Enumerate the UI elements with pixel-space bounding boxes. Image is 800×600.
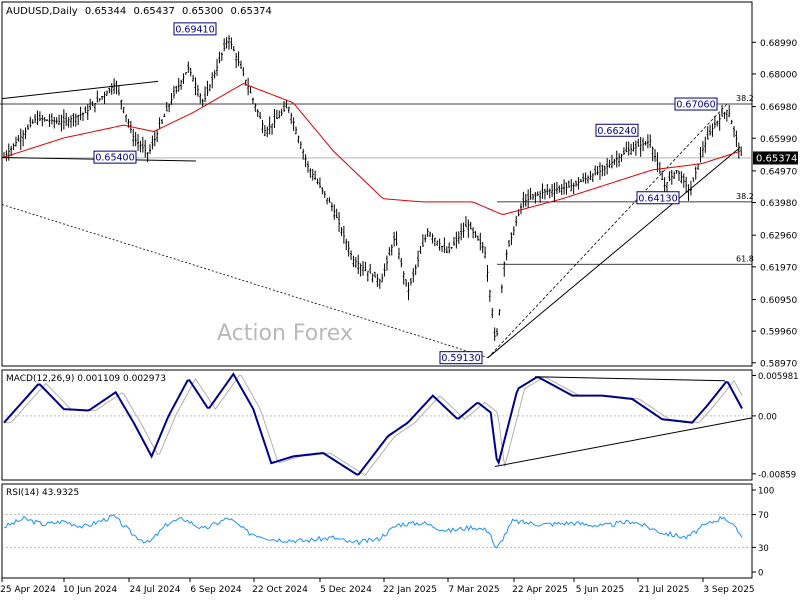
macd-resistance-trendline bbox=[534, 376, 726, 382]
rsi-axis: 100 70 30 0 bbox=[2, 487, 774, 579]
close-value: 0.65374 bbox=[231, 6, 272, 17]
price-label: 0.59130 bbox=[441, 353, 480, 364]
price-label-box bbox=[636, 191, 680, 205]
macd-lines bbox=[3, 372, 753, 476]
date-tick-label: 7 Mar 2025 bbox=[448, 585, 499, 595]
dotted-trendline bbox=[1, 204, 489, 359]
low-value: 0.65300 bbox=[182, 6, 223, 17]
rsi-tick-label: 0 bbox=[758, 569, 763, 579]
fib-label: 61.8 bbox=[736, 254, 754, 263]
date-tick-label: 22 Oct 2024 bbox=[252, 585, 308, 595]
macd-tick-label: 0.005981 bbox=[758, 372, 799, 382]
price-tick-label: 0.60950 bbox=[760, 296, 797, 306]
date-tick-label: 25 Apr 2024 bbox=[0, 585, 56, 595]
price-label: 0.66240 bbox=[597, 126, 636, 137]
moving-average-line bbox=[3, 83, 741, 215]
resistance-trendline bbox=[1, 80, 159, 100]
price-label: 0.65400 bbox=[95, 153, 134, 164]
price-tick-label: 0.63980 bbox=[760, 199, 797, 209]
price-label: 0.67060 bbox=[676, 100, 715, 111]
macd-support-trendline bbox=[494, 417, 753, 467]
macd-main-line bbox=[3, 372, 743, 476]
price-label-box bbox=[595, 123, 639, 137]
date-tick-label: 22 Jan 2025 bbox=[383, 585, 437, 595]
symbol-text: AUDUSD,Daily bbox=[6, 6, 78, 17]
price-label-box bbox=[439, 351, 483, 365]
price-tick-label: 0.68000 bbox=[760, 70, 797, 80]
macd-panel bbox=[1, 369, 753, 481]
price-axis: 0.68990 0.68000 0.66980 0.65990 0.64970 0.639… bbox=[752, 39, 797, 369]
date-tick-label: 21 Jul 2025 bbox=[639, 585, 690, 595]
price-tick-label: 0.58970 bbox=[760, 359, 797, 369]
price-tick-label: 0.64970 bbox=[760, 167, 797, 177]
price-tick-label: 0.66980 bbox=[760, 103, 797, 113]
price-tick-label: 0.62960 bbox=[760, 232, 797, 242]
price-tick-label: 0.61970 bbox=[760, 263, 797, 273]
date-tick-label: 24 Jul 2024 bbox=[130, 585, 181, 595]
macd-tick-label: -0.00859 bbox=[758, 470, 796, 480]
date-tick-label: 6 Sep 2024 bbox=[190, 585, 242, 595]
price-labels: 0.69410 0.65400 0.66240 0.67060 0.64130 0.591… bbox=[93, 22, 718, 365]
rsi-tick-label: 100 bbox=[758, 487, 774, 497]
watermark: Action Forex bbox=[217, 321, 353, 346]
date-tick-label: 5 Dec 2024 bbox=[320, 585, 372, 595]
price-panel bbox=[1, 1, 753, 367]
rsi-tick-label: 70 bbox=[758, 511, 769, 521]
rsi-panel bbox=[1, 483, 753, 579]
date-tick-label: 22 Apr 2025 bbox=[512, 585, 568, 595]
macd-tick-label: 0.00 bbox=[758, 412, 777, 422]
rising-trendline bbox=[487, 147, 741, 359]
current-price-label: 0.65374 bbox=[756, 153, 797, 164]
date-tick-label: 10 Jun 2024 bbox=[63, 585, 117, 595]
price-bars bbox=[3, 35, 743, 341]
price-label-box bbox=[93, 150, 137, 164]
current-price-tag: 0.65374 bbox=[753, 151, 798, 165]
macd-axis: 0.005981 0.00 -0.00859 bbox=[2, 372, 799, 480]
fib-label: 38.2 bbox=[736, 94, 754, 103]
date-axis: 25 Apr 2024 10 Jun 2024 24 Jul 2024 6 Sep 2… bbox=[0, 578, 755, 595]
price-label: 0.69410 bbox=[175, 24, 214, 35]
symbol-label: AUDUSD,Daily 0.65344 0.65437 0.65300 0.6… bbox=[6, 6, 272, 17]
macd-label: MACD(12,26,9) 0.001109 0.002973 bbox=[6, 374, 166, 384]
open-value: 0.65344 bbox=[85, 6, 126, 17]
high-value: 0.65437 bbox=[133, 6, 174, 17]
fibonacci-levels: 38.2 38.2 61.8 bbox=[0, 94, 754, 265]
price-tick-label: 0.59960 bbox=[760, 328, 797, 338]
date-tick-label: 3 Sep 2025 bbox=[703, 585, 754, 595]
price-label-box bbox=[674, 97, 718, 111]
rising-dashed-trendline bbox=[487, 103, 728, 358]
price-tick-label: 0.68990 bbox=[760, 39, 797, 49]
rsi-tick-label: 30 bbox=[758, 544, 769, 554]
rsi-line bbox=[3, 514, 743, 549]
rsi-label: RSI(14) 43.9325 bbox=[6, 488, 79, 498]
price-label: 0.64130 bbox=[638, 193, 677, 204]
price-tick-label: 0.65990 bbox=[760, 135, 797, 145]
date-tick-label: 5 Jun 2025 bbox=[576, 585, 624, 595]
fib-label: 38.2 bbox=[736, 192, 754, 201]
price-label-box bbox=[173, 22, 217, 36]
